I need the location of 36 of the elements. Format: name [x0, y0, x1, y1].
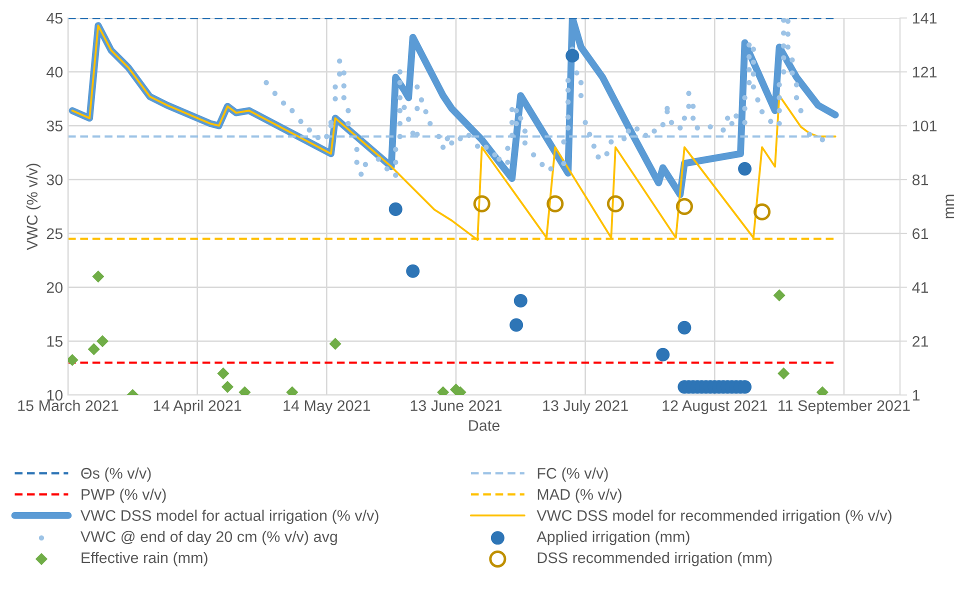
y-tick-label: 35: [46, 120, 62, 132]
x-tick-label: 13 July 2021: [543, 400, 628, 414]
y-tick-label: 10: [47, 390, 63, 401]
y2-tick-label: 101: [912, 120, 937, 132]
y2-tick-label: 121: [912, 66, 937, 78]
x-tick-label: 11 September 2021: [778, 400, 910, 414]
x-tick-label: 13 June 2021: [410, 400, 502, 412]
y2-tick-label: 141: [912, 13, 937, 24]
y-tick-label: 30: [46, 174, 63, 186]
y2-tick-label: 41: [912, 282, 928, 293]
x-tick-label: 15 March 2021: [18, 400, 118, 412]
legend-label: PWP (% v/v): [82, 488, 166, 503]
y-tick-label: 25: [46, 228, 62, 240]
legend-label: Θs (% v/v): [81, 468, 151, 482]
y-tick-label: 45: [46, 13, 62, 24]
legend-label: VWC DSS model for actual irrigation (% v/v): [80, 510, 378, 524]
x-tick-label: 14 April 2021: [154, 400, 242, 414]
y2-tick-label: 81: [912, 174, 928, 186]
y2-tick-label: 1: [912, 390, 920, 401]
legend-label: VWC DSS model for recommended irrigation (% v/v): [536, 510, 892, 524]
legend-label: Effective rain (mm): [82, 552, 208, 566]
x-tick-label: 12 August 2021: [662, 400, 767, 414]
y-axis-title: VWC (% v/v): [26, 164, 41, 250]
x-axis-title: Date: [469, 420, 500, 431]
x-tick-label: 14 May 2021: [284, 400, 370, 414]
legend-label: FC (% v/v): [538, 468, 608, 482]
y-tick-label: 15: [47, 336, 62, 347]
y2-tick-label: 61: [912, 228, 928, 240]
legend-label: Applied irrigation (mm): [536, 530, 690, 546]
legend-label: MAD (% v/v): [538, 488, 622, 503]
legend-label: VWC @ end of day 20 cm (% v/v) avg: [80, 530, 337, 546]
y2-axis-title: mm: [946, 194, 954, 218]
legend-label: DSS recommended irrigation (mm): [538, 552, 772, 566]
y2-tick-label: 21: [912, 336, 928, 347]
y-tick-label: 40: [46, 66, 63, 78]
y-tick-label: 20: [46, 282, 63, 293]
